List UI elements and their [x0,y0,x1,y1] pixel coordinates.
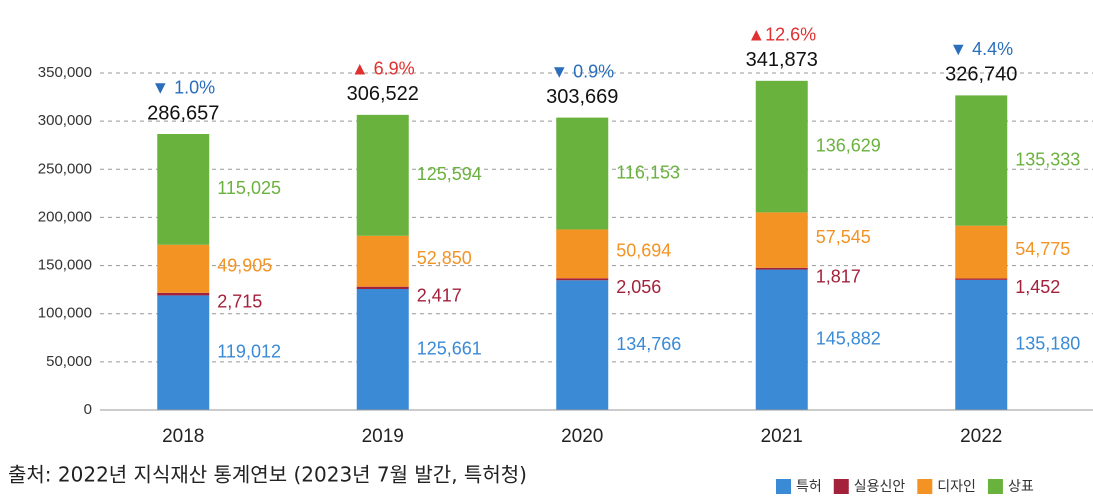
y-tick-label: 250,000 [38,160,92,177]
data-label: 134,766 [616,334,681,354]
bar-segment [556,278,609,281]
change-label: ▼ 4.4% [949,39,1013,59]
total-label: 326,740 [945,64,1017,86]
bar-segment [955,95,1008,226]
legend-swatch [833,479,849,494]
data-label: 125,594 [417,164,482,184]
bar-segment [356,114,409,236]
data-label: 136,629 [816,135,881,155]
bar-segment [556,280,609,410]
change-label: ▲12.6% [747,25,816,45]
data-label: 135,333 [1015,149,1080,169]
y-tick-label: 50,000 [46,353,92,370]
legend-swatch [776,479,791,494]
total-label: 286,657 [147,102,219,124]
change-label: ▼ 0.9% [550,61,614,81]
bar-segment [955,279,1008,410]
bar-segment [755,212,808,268]
x-tick-label: 2021 [761,426,803,447]
bar-segment [356,289,409,410]
data-label: 1,817 [816,267,861,287]
source-note: 출처: 2022년 지식재산 통계연보 (2023년 7월 발간, 특허청) [8,463,527,487]
bar-segment [556,117,609,230]
y-tick-label: 150,000 [38,257,92,274]
change-label: ▲ 6.9% [351,59,415,79]
data-label: 52,850 [417,248,472,268]
data-label: 135,180 [1015,334,1080,354]
legend-label: 특허 [796,479,822,495]
x-tick-label: 2018 [162,426,204,447]
bar-segment [955,278,1008,280]
data-label: 57,545 [816,227,871,247]
data-label: 1,452 [1015,277,1060,297]
y-tick-label: 350,000 [38,64,92,81]
y-tick-label: 200,000 [38,208,92,225]
y-tick-label: 100,000 [38,305,92,322]
data-label: 115,025 [217,178,281,198]
data-label: 2,056 [616,277,661,297]
data-label: 125,661 [417,338,482,358]
y-tick-label: 0 [84,401,92,418]
x-tick-label: 2020 [561,426,603,447]
change-label: ▼ 1.0% [151,78,215,98]
x-tick-label: 2019 [362,426,404,447]
data-label: 49,905 [217,256,272,276]
legend-label: 상표 [1008,479,1034,495]
bar-segment [755,269,808,410]
bar-segment [556,229,609,279]
bar-segment [157,133,210,245]
bar-segment [356,235,409,287]
bar-segment [755,267,808,270]
total-label: 306,522 [347,83,419,105]
data-label: 119,012 [217,341,281,361]
legend-label: 디자인 [937,479,976,495]
data-label: 54,775 [1015,239,1070,259]
legend-label: 실용신안 [854,479,906,495]
bar-segment [157,292,210,296]
legend-swatch [987,479,1003,494]
data-label: 50,694 [616,241,671,261]
data-label: 2,417 [417,285,462,305]
x-tick-label: 2022 [960,426,1002,447]
bar-segment [157,295,210,410]
total-label: 303,669 [546,86,618,108]
data-label: 145,882 [816,329,881,349]
legend-swatch [917,479,933,494]
total-label: 341,873 [746,49,818,71]
bar-segment [356,286,409,290]
data-label: 2,715 [217,292,262,312]
data-label: 116,153 [616,162,680,182]
bar-segment [755,80,808,213]
y-tick-label: 300,000 [38,112,92,129]
bar-segment [955,225,1008,279]
bar-segment [157,244,210,293]
